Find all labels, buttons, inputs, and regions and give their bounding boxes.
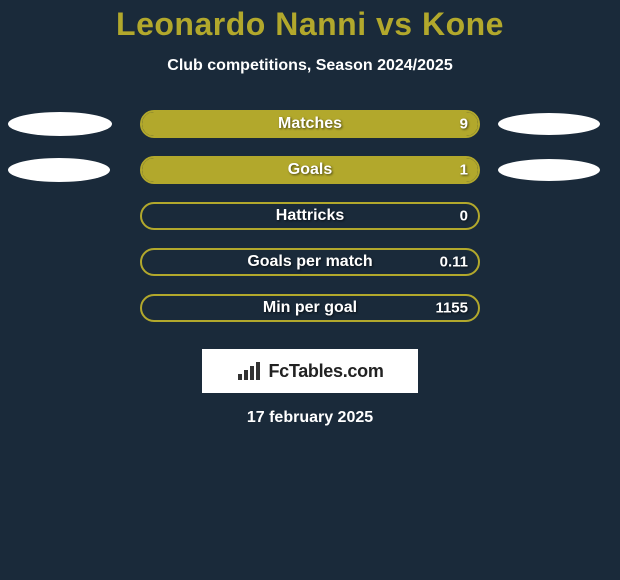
stat-label: Matches (278, 115, 342, 133)
fctables-logo: FcTables.com (202, 349, 418, 393)
page-title: Leonardo Nanni vs Kone (0, 6, 620, 43)
stat-label: Goals (288, 161, 332, 179)
right-ellipse (498, 159, 600, 181)
stat-label: Goals per match (247, 253, 372, 271)
logo-bars-icon (236, 360, 264, 382)
stat-row: Hattricks 0 (0, 193, 620, 239)
date-label: 17 february 2025 (0, 409, 620, 427)
right-ellipse (498, 113, 600, 135)
subtitle: Club competitions, Season 2024/2025 (0, 57, 620, 75)
stat-label: Hattricks (276, 207, 344, 225)
comparison-infographic: Leonardo Nanni vs Kone Club competitions… (0, 0, 620, 580)
stat-row: Min per goal 1155 (0, 285, 620, 331)
left-ellipse (8, 112, 112, 136)
stat-bar-track: Hattricks 0 (140, 202, 480, 230)
stat-value: 9 (460, 116, 468, 133)
stat-value: 0 (460, 208, 468, 225)
stat-label: Min per goal (263, 299, 357, 317)
stat-row: Matches 9 (0, 101, 620, 147)
stat-value: 0.11 (440, 254, 468, 271)
stat-bar-track: Matches 9 (140, 110, 480, 138)
stat-row: Goals per match 0.11 (0, 239, 620, 285)
stat-bar-track: Min per goal 1155 (140, 294, 480, 322)
stat-value: 1 (460, 162, 468, 179)
stat-row: Goals 1 (0, 147, 620, 193)
stat-bar-track: Goals per match 0.11 (140, 248, 480, 276)
left-ellipse (8, 158, 110, 182)
stats-area: Matches 9 Goals 1 Hattricks 0 Goals per match 0… (0, 101, 620, 331)
stat-bar-track: Goals 1 (140, 156, 480, 184)
stat-value: 1155 (435, 300, 468, 317)
logo-text: FcTables.com (268, 361, 383, 382)
